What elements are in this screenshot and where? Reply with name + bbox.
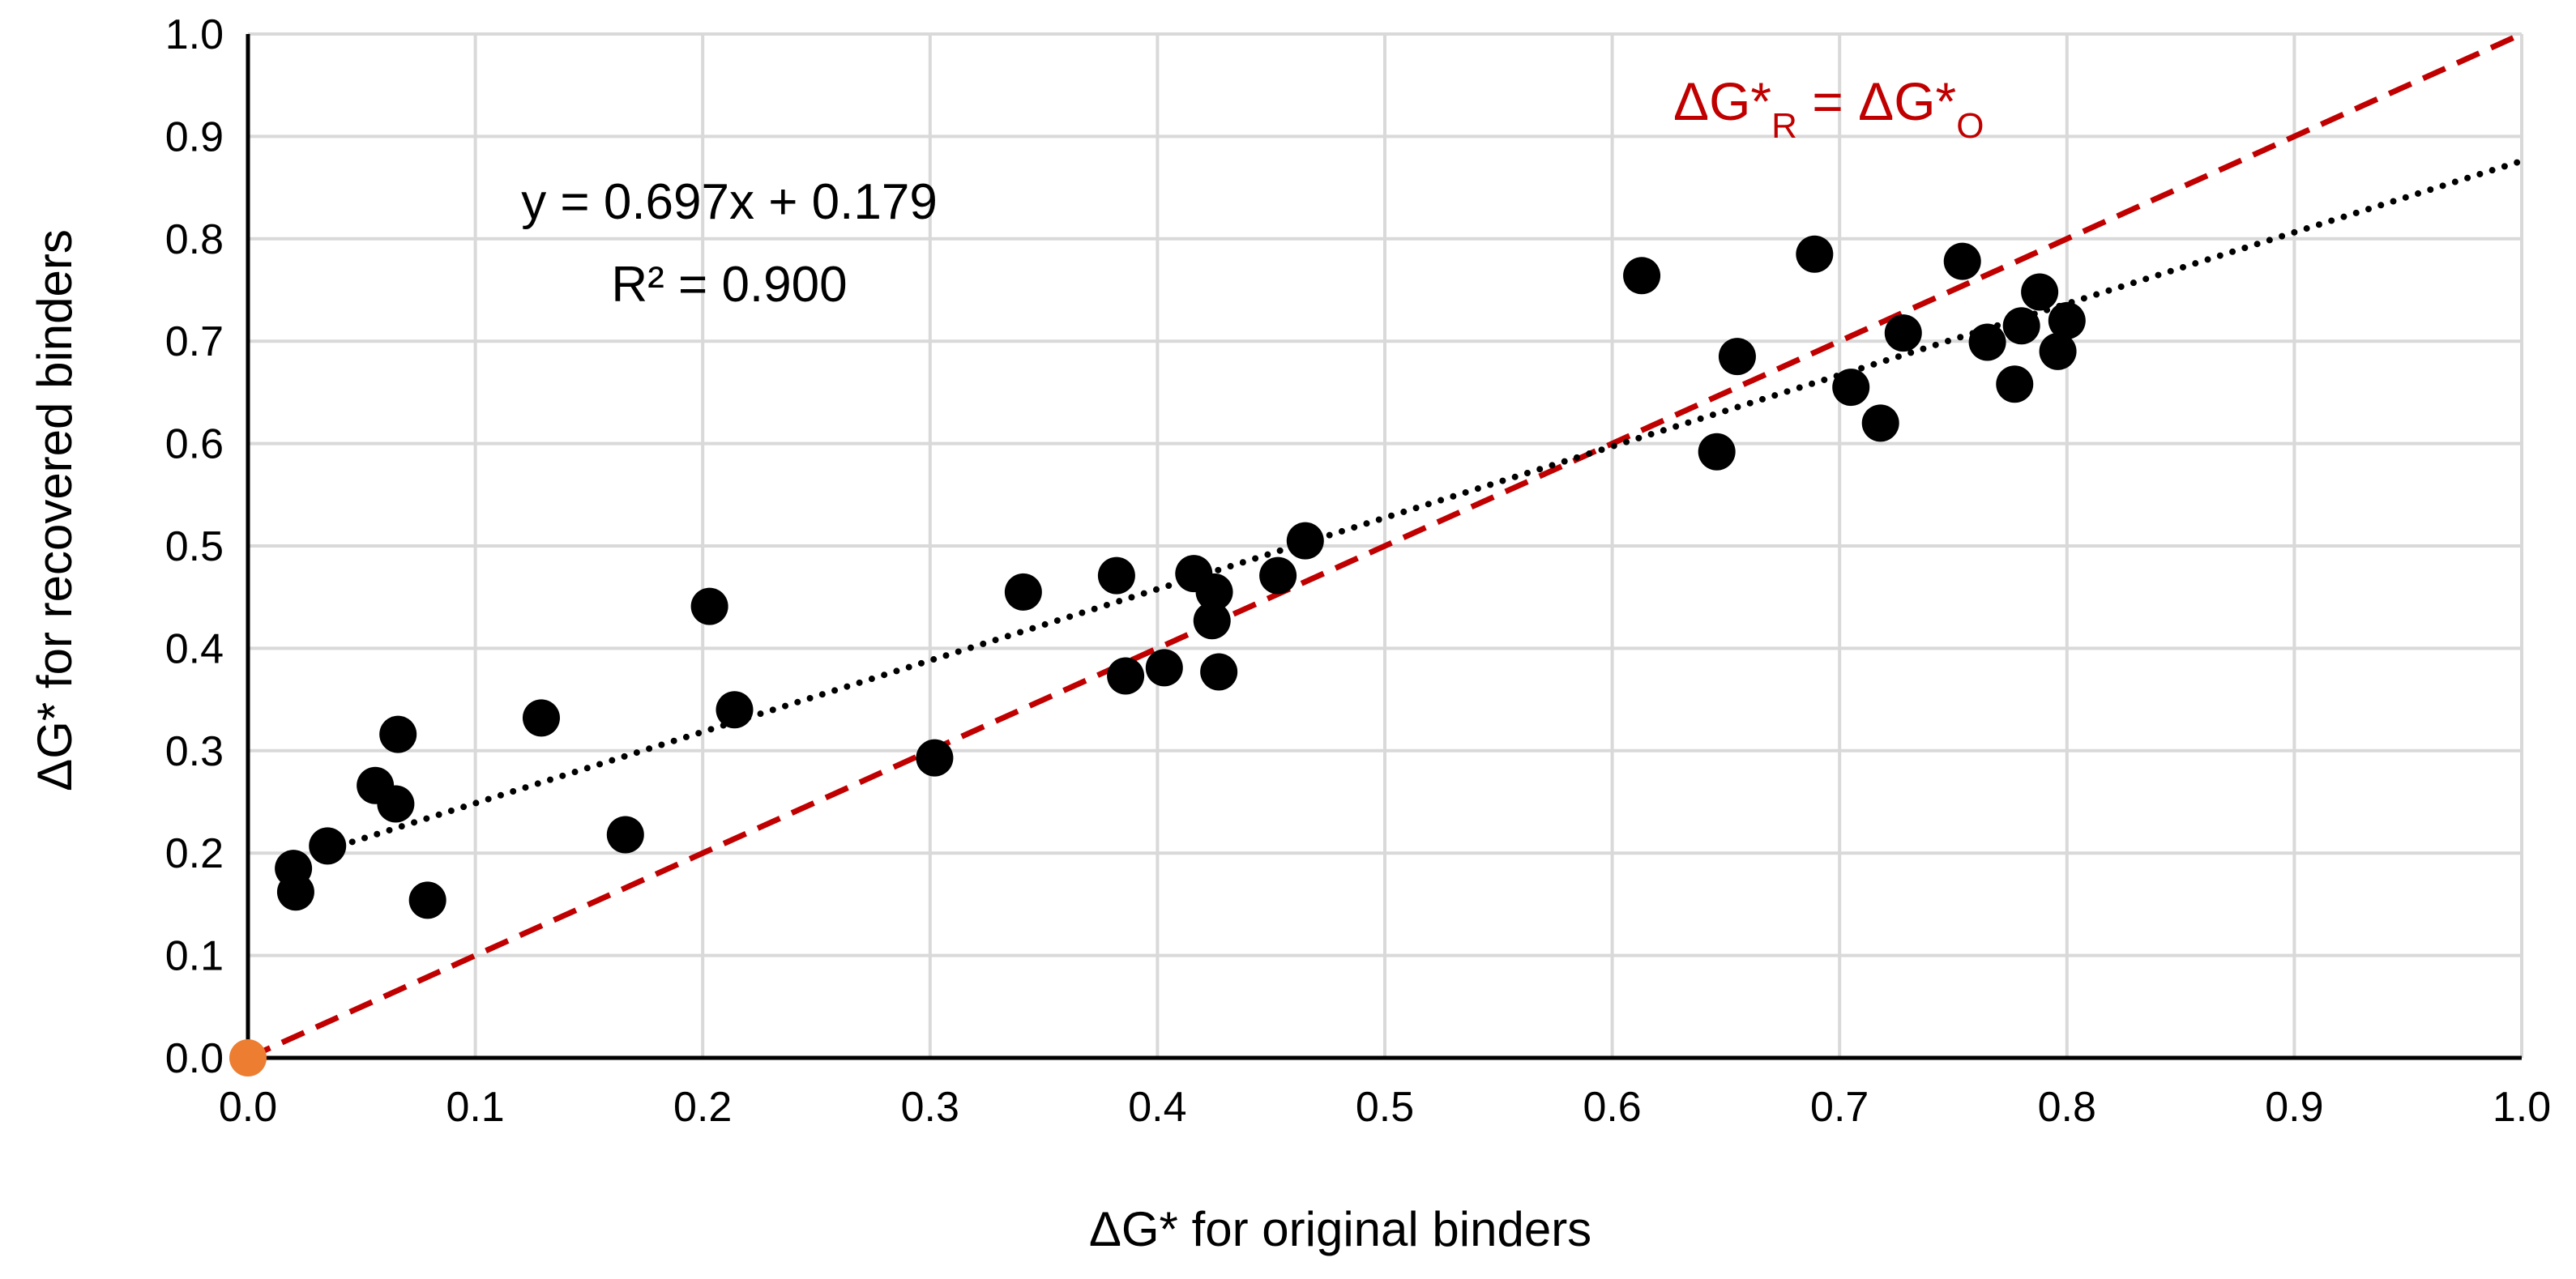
data-point	[1004, 573, 1042, 611]
y-tick-label: 0.4	[165, 625, 224, 672]
data-point	[408, 881, 446, 919]
data-point	[1195, 573, 1233, 611]
x-tick-label: 0.8	[2038, 1084, 2096, 1131]
reference-line	[246, 31, 2523, 1061]
data-points	[229, 235, 2086, 1076]
x-tick-label: 0.5	[1356, 1084, 1414, 1131]
data-point	[1286, 522, 1324, 560]
trendline-equation: y = 0.697x + 0.179	[521, 174, 938, 230]
data-point	[2039, 332, 2077, 370]
data-point	[2048, 301, 2086, 339]
reference-label-sub-o: O	[1956, 106, 1984, 146]
x-axis-title: ΔG* for original binders	[1089, 1202, 1591, 1256]
data-point	[2002, 307, 2040, 345]
data-point	[1698, 433, 1736, 471]
data-point	[522, 699, 560, 737]
data-point	[1145, 649, 1183, 687]
axes	[246, 34, 2522, 1060]
data-point	[1097, 556, 1135, 595]
data-point	[716, 691, 754, 729]
data-point	[1832, 369, 1870, 407]
y-tick-labels: 0.0 0.1 0.2 0.3 0.4 0.5 0.6 0.7 0.8 0.9 1.0	[165, 11, 224, 1082]
y-tick-label: 0.1	[165, 933, 224, 980]
y-tick-label: 0.6	[165, 421, 224, 468]
data-point	[1259, 556, 1297, 595]
reference-line-label: ΔG*R = ΔG*O	[1673, 71, 1984, 146]
data-point	[2021, 273, 2059, 311]
y-tick-label: 0.7	[165, 318, 224, 365]
reference-label-main: ΔG*	[1673, 71, 1771, 131]
x-tick-label: 0.3	[901, 1084, 959, 1131]
data-point	[276, 873, 314, 911]
x-tick-label: 0.9	[2265, 1084, 2323, 1131]
x-tick-label: 0.1	[446, 1084, 504, 1131]
data-point	[1718, 338, 1756, 376]
data-point	[690, 587, 728, 625]
data-point	[1861, 404, 1899, 442]
y-tick-label: 0.9	[165, 113, 224, 160]
y-tick-label: 1.0	[165, 11, 224, 58]
data-point	[1968, 323, 2006, 361]
data-point	[1193, 602, 1231, 640]
data-point	[916, 739, 954, 777]
data-point	[1884, 314, 1922, 352]
data-point	[379, 715, 417, 753]
x-tick-label: 0.7	[1810, 1084, 1869, 1131]
x-tick-label: 0.6	[1583, 1084, 1641, 1131]
reference-label-eq: = ΔG*	[1797, 71, 1956, 131]
trendline-r-squared: R² = 0.900	[611, 257, 847, 313]
x-tick-label: 0.0	[219, 1084, 277, 1131]
data-point	[1796, 235, 1834, 273]
y-tick-label: 0.2	[165, 830, 224, 877]
data-point	[1200, 653, 1238, 691]
data-point	[1996, 365, 2034, 403]
data-point	[1623, 257, 1661, 295]
x-tick-label: 1.0	[2493, 1084, 2551, 1131]
x-tick-label: 0.2	[673, 1084, 732, 1131]
y-tick-label: 0.3	[165, 728, 224, 775]
data-point	[606, 816, 644, 854]
y-axis-title: ΔG* for recovered binders	[28, 229, 82, 791]
data-point	[377, 785, 415, 823]
y-tick-label: 0.0	[165, 1035, 224, 1082]
data-point	[1943, 242, 1981, 280]
fit-lines	[246, 31, 2525, 1061]
x-tick-label: 0.4	[1128, 1084, 1186, 1131]
data-point	[309, 827, 347, 865]
y-tick-label: 0.5	[165, 523, 224, 570]
y-tick-label: 0.8	[165, 216, 224, 263]
origin-point	[229, 1039, 267, 1076]
trendline	[324, 157, 2525, 853]
data-point	[1107, 657, 1145, 695]
reference-label-sub-r: R	[1771, 106, 1797, 146]
x-tick-labels: 0.0 0.1 0.2 0.3 0.4 0.5 0.6 0.7 0.8 0.9 1.0	[219, 1084, 2551, 1131]
